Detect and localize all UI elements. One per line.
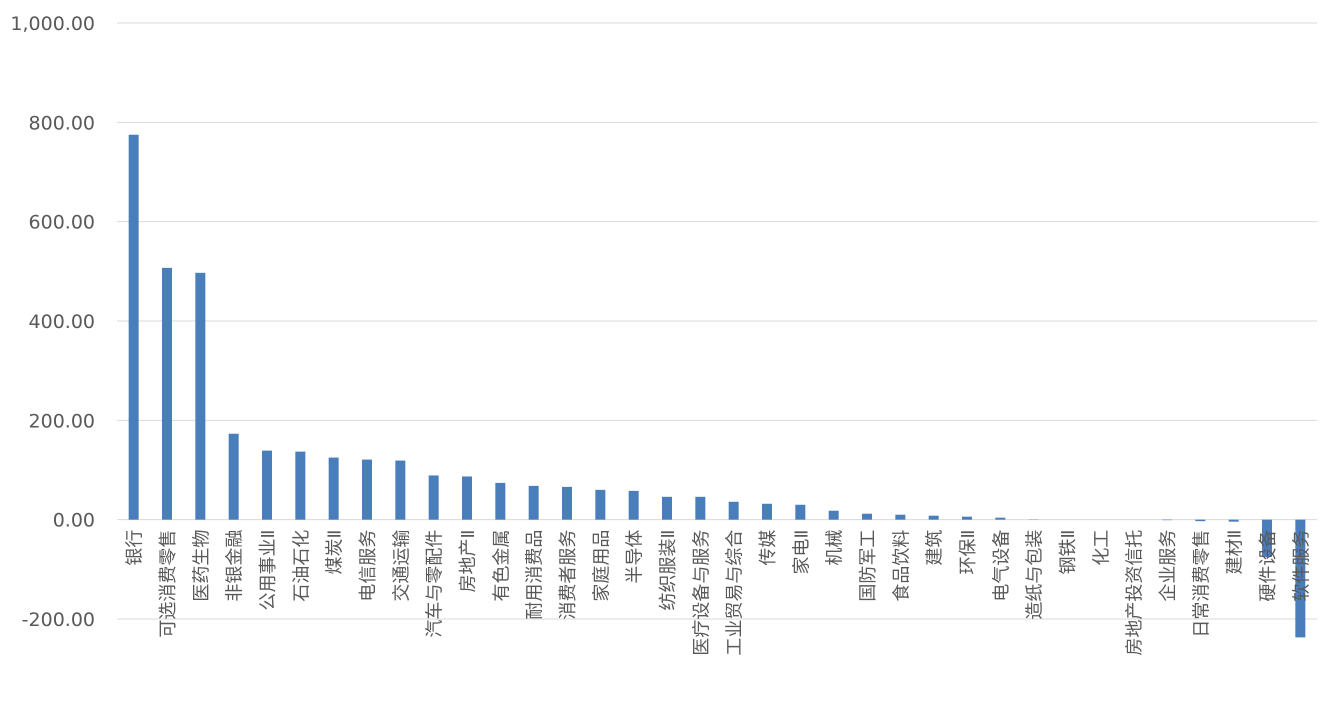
bar bbox=[295, 452, 305, 520]
y-tick-label: 200.00 bbox=[29, 410, 95, 432]
bar bbox=[995, 518, 1005, 520]
x-tick-label: 建材Ⅱ bbox=[1225, 530, 1246, 575]
bar bbox=[1195, 520, 1205, 521]
x-tick-label: 有色金属 bbox=[491, 530, 512, 602]
x-tick-label: 耐用消费品 bbox=[525, 530, 546, 620]
x-tick-label: 电信服务 bbox=[358, 530, 379, 602]
y-tick-label: -200.00 bbox=[22, 609, 95, 631]
bar bbox=[629, 491, 639, 520]
bar bbox=[429, 475, 439, 519]
bar bbox=[395, 461, 405, 520]
x-tick-label: 家庭用品 bbox=[591, 530, 612, 602]
bar bbox=[695, 497, 705, 520]
y-tick-label: 400.00 bbox=[29, 311, 95, 333]
bar bbox=[262, 451, 272, 520]
bar bbox=[595, 490, 605, 520]
x-tick-label: 公用事业Ⅱ bbox=[258, 530, 279, 611]
x-tick-label: 日常消费零售 bbox=[1191, 530, 1212, 638]
x-tick-label: 电气设备 bbox=[991, 530, 1012, 602]
bar bbox=[462, 476, 472, 519]
x-tick-label: 企业服务 bbox=[1158, 530, 1179, 602]
x-tick-label: 环保Ⅱ bbox=[958, 530, 979, 575]
bar bbox=[362, 460, 372, 520]
x-tick-label: 硬件设备 bbox=[1258, 530, 1279, 602]
bar bbox=[862, 514, 872, 520]
bar bbox=[329, 458, 339, 520]
x-tick-label: 交通运输 bbox=[391, 530, 412, 602]
x-tick-label: 工业贸易与综合 bbox=[725, 530, 746, 656]
x-tick-label: 汽车与零配件 bbox=[425, 530, 446, 638]
x-tick-label: 国防军工 bbox=[858, 530, 879, 602]
x-tick-label: 造纸与包装 bbox=[1025, 530, 1046, 620]
x-tick-label: 半导体 bbox=[625, 530, 646, 584]
bar bbox=[195, 273, 205, 520]
y-tick-label: 0.00 bbox=[53, 510, 95, 532]
bar bbox=[495, 483, 505, 520]
x-tick-label: 可选消费零售 bbox=[158, 530, 179, 638]
bar bbox=[229, 434, 239, 520]
x-tick-label: 医疗设备与服务 bbox=[691, 530, 712, 656]
x-tick-label: 房地产投资信托 bbox=[1125, 530, 1146, 656]
x-tick-label: 煤炭Ⅱ bbox=[325, 530, 346, 575]
y-tick-label: 600.00 bbox=[29, 212, 95, 234]
bar bbox=[1229, 520, 1239, 522]
x-tick-label: 房地产Ⅱ bbox=[458, 530, 479, 593]
x-tick-label: 钢铁Ⅱ bbox=[1058, 530, 1079, 575]
x-tick-label: 机械 bbox=[825, 530, 846, 566]
x-tick-label: 非银金融 bbox=[225, 530, 246, 602]
bar bbox=[162, 268, 172, 520]
bar bbox=[562, 487, 572, 520]
bar bbox=[662, 497, 672, 520]
x-tick-label: 建筑 bbox=[925, 530, 946, 566]
bar bbox=[895, 515, 905, 520]
bar bbox=[962, 517, 972, 520]
x-tick-label: 石油石化 bbox=[291, 530, 312, 602]
bar bbox=[795, 505, 805, 520]
x-tick-label: 消费者服务 bbox=[558, 530, 579, 620]
bar bbox=[529, 486, 539, 520]
bar bbox=[929, 516, 939, 520]
x-tick-label: 纺织服装Ⅱ bbox=[658, 530, 679, 611]
x-tick-label: 银行 bbox=[125, 530, 146, 566]
x-tick-label: 医药生物 bbox=[191, 530, 212, 602]
bar bbox=[762, 504, 772, 520]
x-tick-label: 食品饮料 bbox=[891, 530, 912, 602]
x-tick-label: 软件服务 bbox=[1291, 530, 1312, 602]
y-tick-label: 800.00 bbox=[29, 112, 95, 134]
bar bbox=[829, 511, 839, 520]
x-tick-label: 传媒 bbox=[758, 530, 779, 566]
x-tick-label: 化工 bbox=[1091, 530, 1112, 566]
x-tick-label: 家电Ⅱ bbox=[791, 530, 812, 575]
y-tick-label: 1,000.00 bbox=[10, 13, 95, 35]
bar bbox=[129, 135, 139, 520]
bar bbox=[729, 502, 739, 520]
